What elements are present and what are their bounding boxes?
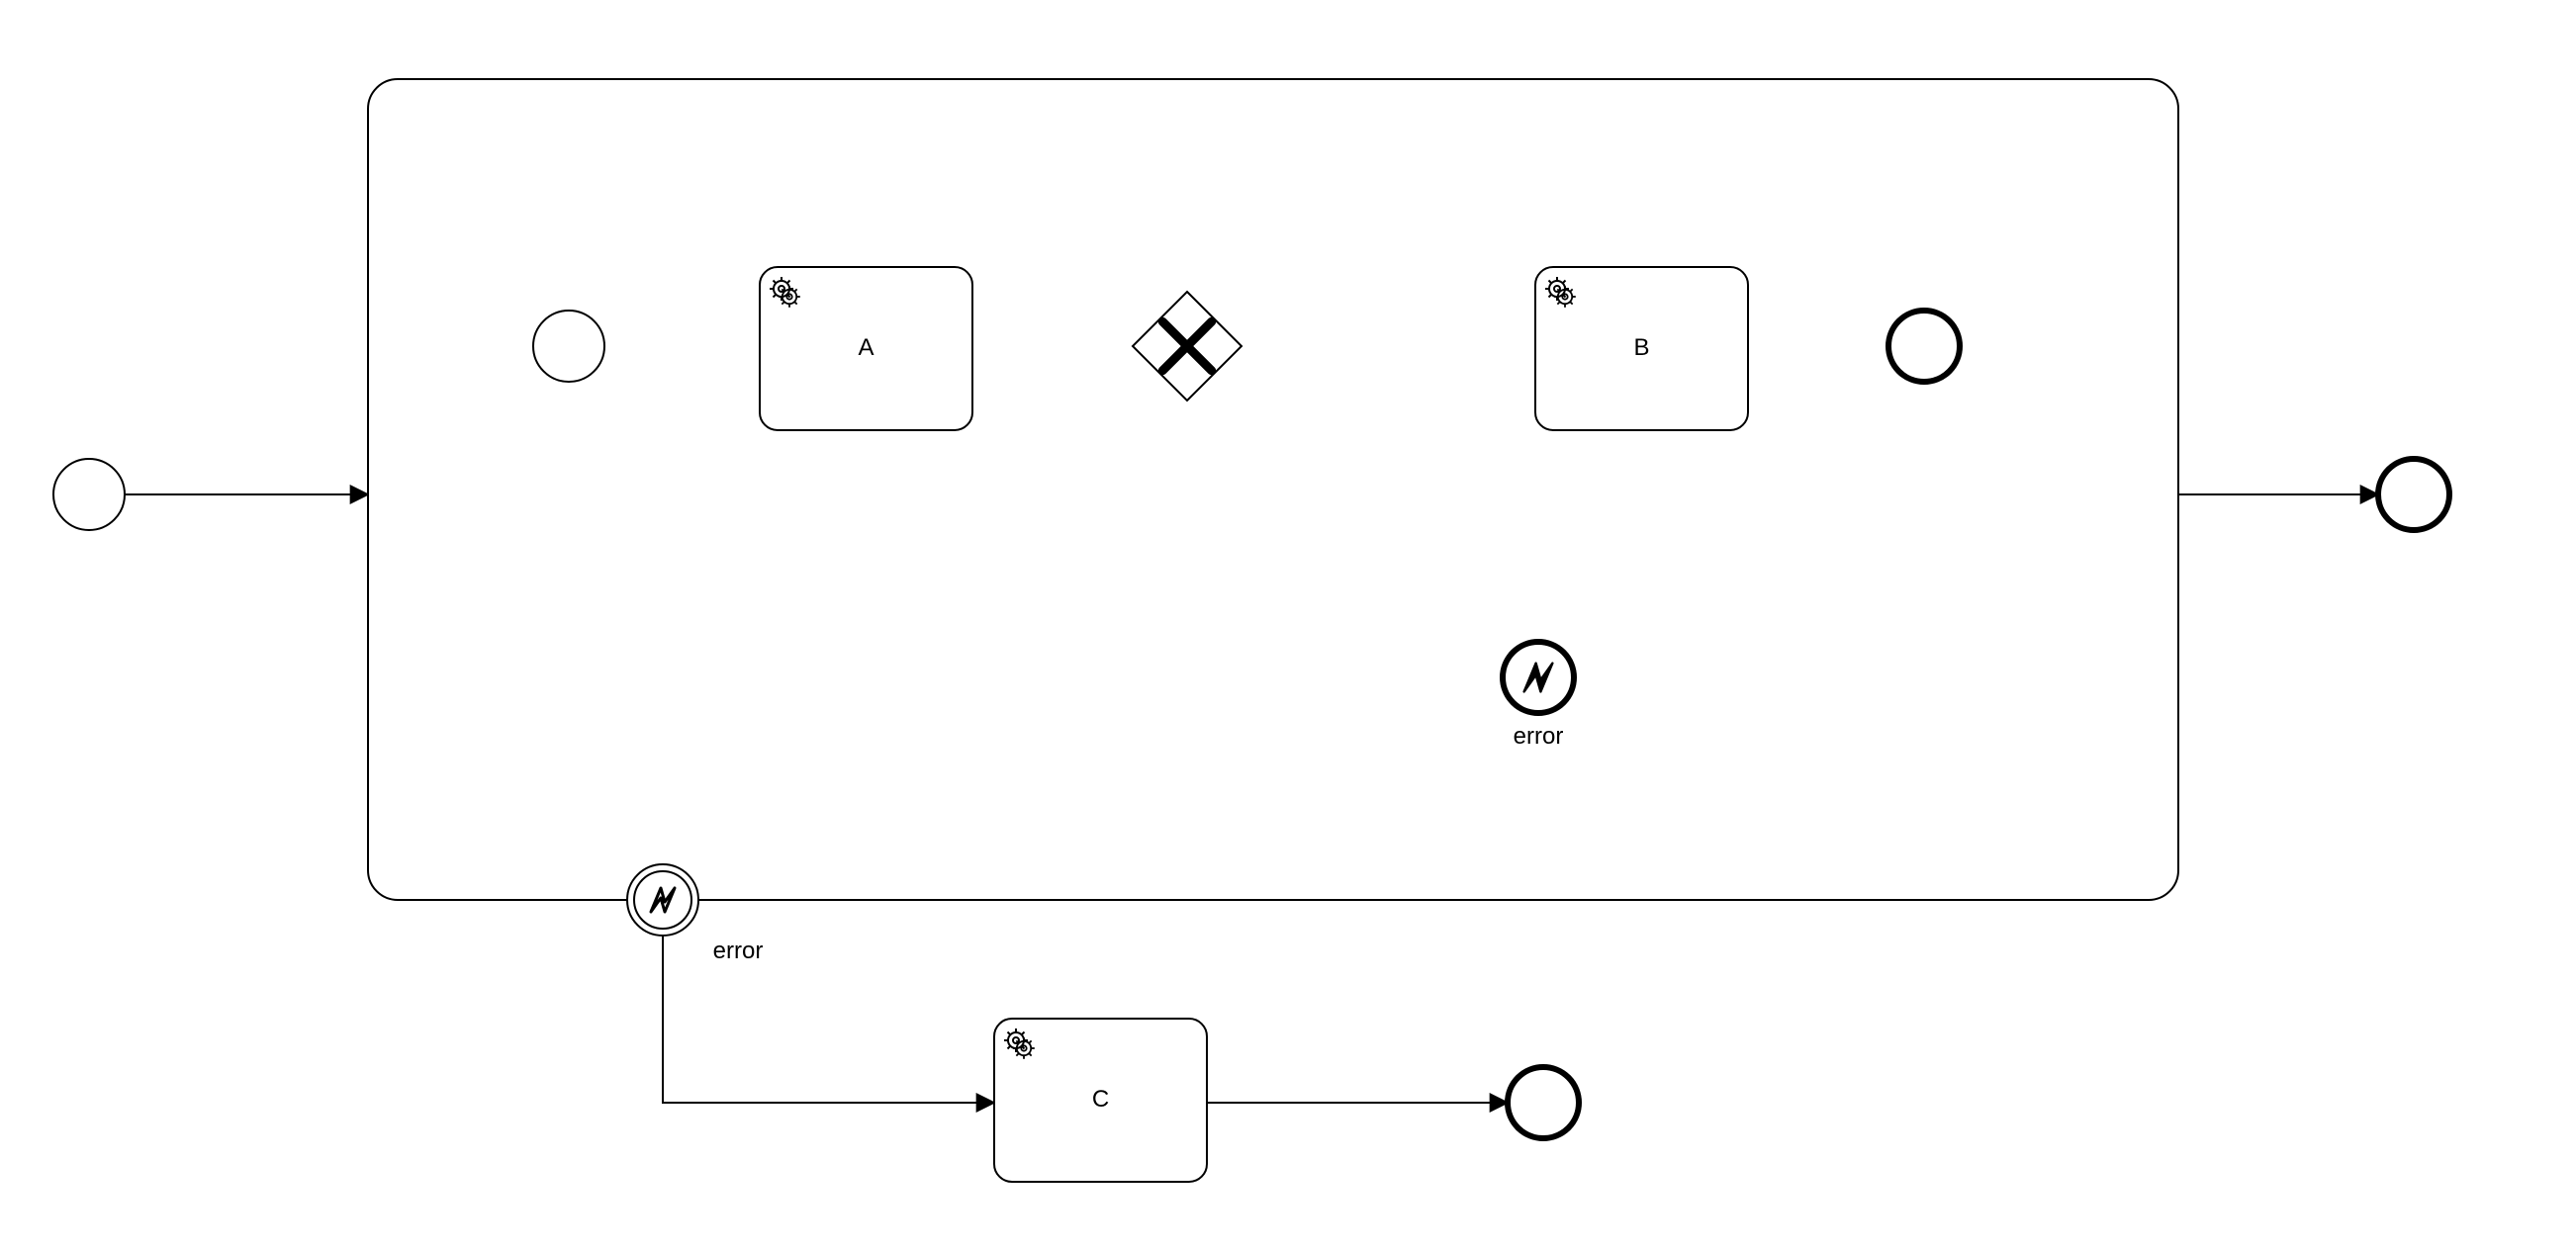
- end-event-inner: [1888, 311, 1960, 382]
- start-event-main: [53, 459, 125, 530]
- error-boundary-event-label: error: [713, 938, 764, 964]
- end-event-main: [2378, 459, 2449, 530]
- task-a-label: A: [858, 334, 874, 361]
- error-end-event-label: error: [1514, 723, 1564, 750]
- bpmn-diagram: A Berror error C: [0, 0, 2576, 1252]
- end-event-c: [1508, 1067, 1579, 1138]
- subprocess-container: [368, 79, 2178, 900]
- task-c-label: C: [1092, 1086, 1109, 1113]
- start-event-inner: [533, 311, 604, 382]
- task-b-label: B: [1633, 334, 1649, 361]
